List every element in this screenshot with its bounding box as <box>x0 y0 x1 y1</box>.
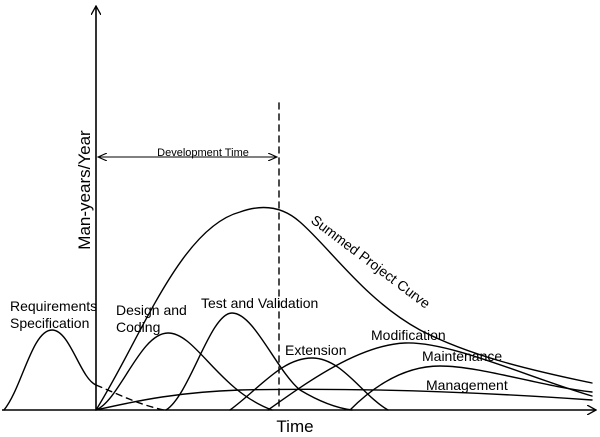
x-axis-label: Time <box>276 417 313 436</box>
requirements-specification-curve <box>3 329 97 411</box>
development-time-label: Development Time <box>157 147 249 159</box>
design-and-coding-label-line2: Coding <box>116 319 160 335</box>
extension-label: Extension <box>285 342 346 358</box>
test-and-validation-curve <box>165 312 353 411</box>
summed-project-curve-label: Summed Project Curve <box>308 212 433 312</box>
requirements-specification-label-line1: Requirements <box>10 298 97 314</box>
test-and-validation-label: Test and Validation <box>201 295 318 311</box>
modification-curve <box>267 342 593 411</box>
requirements-specification-tail <box>95 384 165 411</box>
y-axis-label: Man-years/Year <box>75 130 94 250</box>
management-curve <box>95 388 593 411</box>
maintenance-curve <box>349 365 593 411</box>
management-label: Management <box>426 377 508 393</box>
maintenance-label: Maintenance <box>422 348 502 364</box>
modification-label: Modification <box>371 327 446 343</box>
design-and-coding-label-line1: Design and <box>116 302 187 318</box>
requirements-specification-label-line2: Specification <box>10 315 89 331</box>
extension-curve <box>229 357 389 411</box>
design-and-coding-curve <box>95 332 273 411</box>
summed-project-curve <box>95 206 593 411</box>
